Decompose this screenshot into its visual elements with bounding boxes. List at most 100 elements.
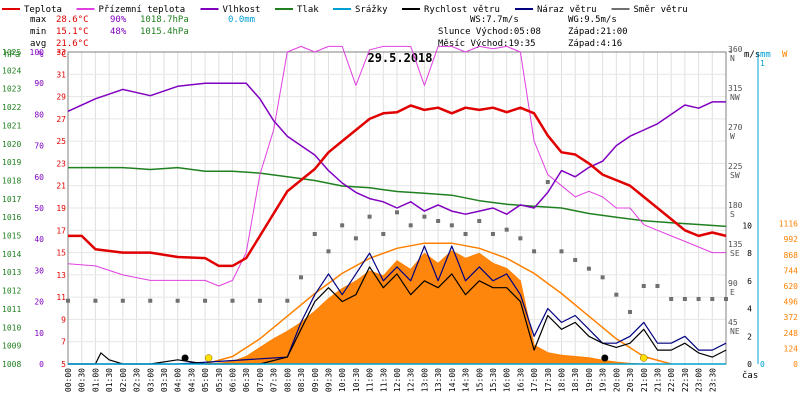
deg-unit: ° — [728, 50, 733, 60]
x-tick-label: 19:00 — [585, 368, 594, 392]
dir-tick-label: 360 — [728, 45, 743, 54]
ms-tick-label: 8 — [747, 249, 752, 258]
x-tick-label: 16:00 — [503, 368, 512, 392]
w-tick-label: 1116 — [779, 220, 798, 229]
hpa-tick-label: 1015 — [2, 232, 21, 241]
ms-tick-label: 2 — [747, 332, 752, 341]
temperature-line — [68, 104, 727, 268]
wind-gust-line — [68, 245, 727, 365]
wind-direction-point — [120, 298, 125, 303]
c-tick-label: 31 — [56, 70, 66, 79]
legend-label: Přízemní teplota — [99, 5, 186, 15]
w-tick-label: 992 — [784, 235, 799, 244]
pct-tick-label: 30 — [34, 266, 44, 275]
x-tick-label: 18:30 — [571, 368, 580, 392]
c-unit: °C — [56, 50, 67, 60]
wind-direction-point — [463, 232, 468, 236]
x-tick-label: 21:00 — [640, 368, 649, 392]
x-tick-label: 03:30 — [160, 368, 169, 392]
wind-direction-point — [614, 292, 619, 297]
c-tick-label: 5 — [61, 360, 66, 369]
x-tick-label: 22:30 — [681, 368, 690, 392]
hpa-tick-label: 1011 — [2, 305, 21, 314]
ms-tick-label: 10 — [742, 221, 752, 230]
ground-temperature-line — [67, 45, 726, 287]
c-tick-label: 29 — [56, 93, 66, 102]
x-tick-label: 02:30 — [133, 368, 142, 392]
w-tick-label: 744 — [784, 266, 799, 275]
c-tick-label: 23 — [56, 159, 66, 168]
stat-moon-rise: Měsíc Východ:19:35 — [438, 39, 536, 49]
c-tick-label: 25 — [56, 137, 66, 146]
legend-label: Náraz větru — [537, 5, 597, 15]
x-tick-label: 10:30 — [352, 368, 361, 392]
x-tick-label: 11:00 — [366, 368, 375, 392]
legend-label: Srážky — [355, 5, 388, 15]
wind-direction-point — [449, 223, 454, 228]
hpa-tick-label: 1010 — [2, 323, 21, 332]
stat-moon-set: Západ:4:16 — [568, 39, 622, 49]
wind-direction-point — [312, 232, 317, 236]
c-tick-label: 27 — [56, 115, 66, 124]
x-tick-label: 09:00 — [311, 368, 320, 392]
x-tick-label: 05:30 — [215, 368, 224, 392]
solar-theoretical-line — [204, 242, 672, 365]
w-tick-label: 372 — [784, 313, 799, 322]
x-unit-label: čas — [742, 370, 758, 381]
plot-area — [68, 242, 726, 365]
x-tick-label: 02:00 — [119, 368, 128, 392]
stat-max-temp: 28.6°C — [56, 15, 89, 25]
dir-tick-label: 315 — [728, 84, 743, 93]
pct-tick-label: 10 — [34, 329, 44, 338]
x-tick-label: 12:30 — [407, 368, 416, 392]
sunset-icon — [640, 354, 648, 362]
wind-direction-point — [367, 214, 372, 219]
x-tick-label: 18:00 — [558, 368, 567, 392]
dir-tick-name: SW — [730, 171, 740, 180]
mm-tick-label: 0 — [760, 360, 765, 369]
stats-panel: max 28.6°C 90% 1018.7hPa 0.0mm min 15.1°… — [30, 15, 628, 49]
pressure-line — [68, 166, 727, 228]
x-tick-label: 03:00 — [146, 368, 155, 392]
x-tick-label: 04:30 — [187, 368, 196, 392]
wind-direction-point — [655, 284, 660, 288]
hpa-tick-label: 1025 — [2, 48, 21, 57]
x-tick-label: 15:00 — [475, 368, 484, 392]
hpa-tick-label: 1013 — [2, 268, 21, 277]
w-tick-label: 0 — [793, 360, 798, 369]
wind-direction-point — [490, 232, 495, 236]
x-tick-label: 04:00 — [174, 368, 183, 392]
legend-label: Tlak — [297, 5, 319, 15]
x-tick-label: 14:00 — [448, 368, 457, 392]
pct-tick-label: 60 — [34, 173, 44, 182]
wind-direction-point — [353, 236, 358, 241]
wind-direction-point — [175, 298, 180, 303]
x-tick-label: 07:00 — [256, 368, 265, 392]
legend-label: Rychlost větru — [424, 5, 500, 15]
x-tick-label: 09:30 — [324, 368, 333, 392]
wind-direction-point — [340, 223, 345, 228]
hpa-tick-label: 1008 — [2, 360, 21, 369]
wind-direction-point — [148, 298, 153, 303]
stat-max-label: max — [30, 15, 47, 25]
pct-tick-label: 40 — [34, 235, 44, 244]
x-tick-label: 01:30 — [105, 368, 114, 392]
x-tick-label: 20:30 — [626, 368, 635, 392]
wind-direction-point — [422, 214, 427, 219]
pct-tick-label: 50 — [34, 204, 44, 213]
x-tick-label: 14:30 — [462, 368, 471, 392]
wind-direction-point — [436, 219, 441, 223]
w-tick-label: 868 — [784, 251, 799, 260]
c-tick-label: 11 — [56, 293, 66, 302]
hpa-tick-label: 1014 — [2, 250, 21, 259]
ms-tick-label: 0 — [747, 360, 752, 369]
wind-direction-point — [669, 297, 674, 301]
wind-direction-point — [381, 232, 386, 236]
x-tick-label: 15:30 — [489, 368, 498, 392]
wind-direction-point — [518, 236, 523, 241]
stat-max-hum: 90% — [110, 15, 127, 25]
wind-direction-point — [257, 298, 262, 303]
wind-direction-point — [66, 298, 70, 303]
wind-direction-point — [326, 249, 331, 254]
